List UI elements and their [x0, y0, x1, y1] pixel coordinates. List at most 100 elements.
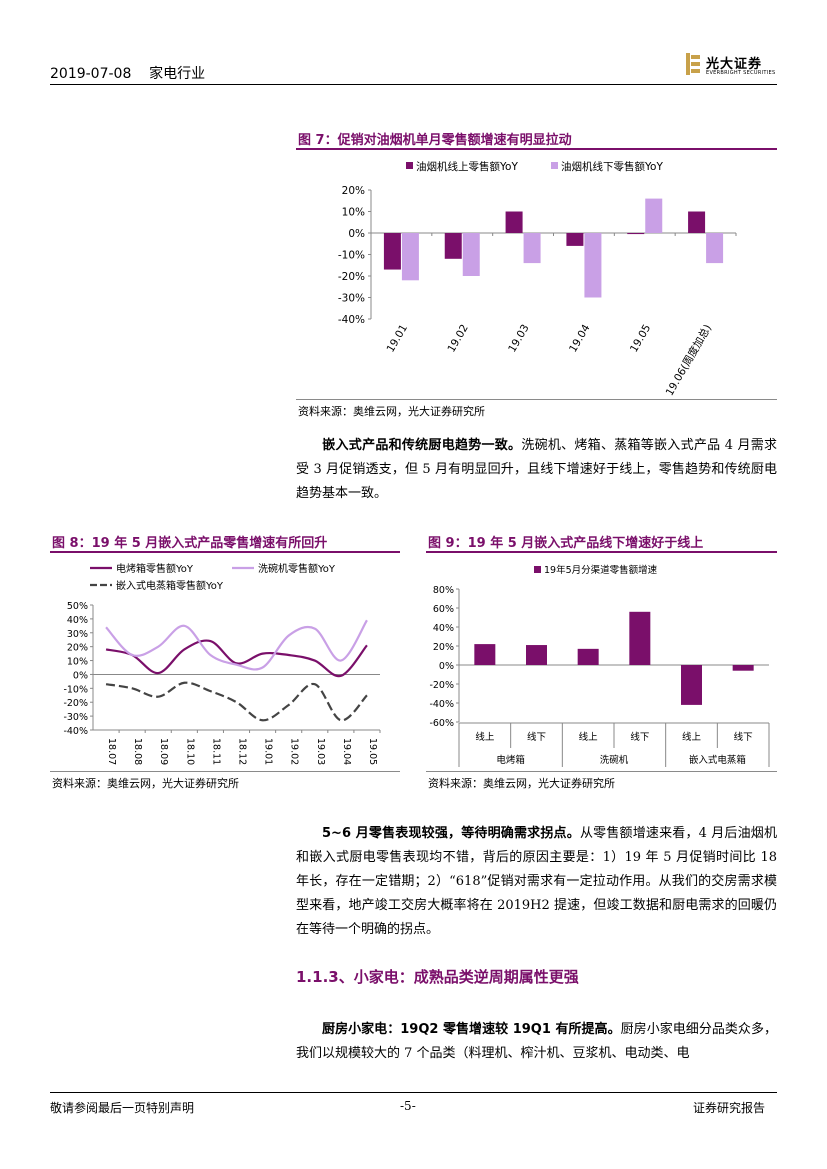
fig8-y-tick-label-6: -10%	[63, 684, 88, 695]
fig7-legend-label-0: 油烟机线上零售额YoY	[416, 160, 518, 173]
fig8-title: 图 8：19 年 5 月嵌入式产品零售增速有所回升	[52, 536, 328, 551]
fig9-y-tick-label-6: -40%	[429, 699, 454, 710]
fig9-bar-1	[526, 645, 547, 665]
fig9-x-tick-label-5: 线下	[734, 731, 753, 743]
fig9-bar-0	[474, 644, 496, 665]
fig9-x-tick-label-2: 线上	[579, 731, 599, 743]
fig7-bar-1-0	[401, 233, 419, 281]
fig9-x-tick-label-4: 线上	[682, 731, 702, 743]
header-divider	[50, 84, 777, 85]
logo-name-en: EVERBRIGHT SECURITIES	[706, 70, 776, 76]
para1-lead: 嵌入式产品和传统厨电趋势一致。	[322, 438, 522, 453]
fig8-title-rule	[50, 551, 400, 553]
footer-page-number: -5-	[400, 1099, 416, 1113]
fig7-x-tick-label-4: 19.05	[628, 323, 653, 355]
fig8-y-tick-label-8: -30%	[63, 712, 88, 723]
para3-body: 厨房小家电细分品类众多，我们以规模较大的 7 个品类（料理机、榨汁机、豆浆机、电…	[296, 1022, 777, 1061]
fig7-bar-1-1	[462, 233, 480, 276]
fig9-x-tick-label-0: 线上	[475, 731, 495, 743]
fig8-x-tick-label-5: 18.12	[237, 738, 248, 765]
fig7-chart: 油烟机线上零售额YoY 油烟机线下零售额YoY 20% 10% 0% -10% -20% -3…	[338, 160, 737, 398]
fig7-bar-1-4	[645, 198, 663, 233]
fig8-x-tick-label-6: 19.01	[263, 738, 274, 765]
fig9-y-tick-label-7: -60%	[429, 718, 454, 729]
footer-report-type: 证券研究报告	[693, 1101, 766, 1115]
fig9-bar-4	[681, 665, 702, 705]
header-date-industry: 2019-07-08 家电行业	[50, 66, 206, 82]
fig7-title-rule	[296, 148, 777, 150]
fig7-legend-swatch-1	[551, 162, 558, 169]
fig8-x-tick-label-10: 19.05	[367, 738, 378, 765]
fig7-y-tick-label-4: -20%	[338, 271, 365, 283]
fig8-y-tick-label-7: -20%	[63, 698, 88, 709]
fig8-bottom-rule	[50, 771, 400, 772]
fig9-bar-3	[629, 611, 651, 665]
fig9-y-tick-label-4: 0%	[439, 661, 454, 672]
fig9-group-label-2: 嵌入式电蒸箱	[689, 754, 746, 766]
fig8-x-tick-label-8: 19.03	[315, 738, 326, 765]
fig8-y-tick-label-2: 30%	[67, 629, 88, 640]
fig8-legend-label-1: 洗碗机零售额YoY	[258, 562, 336, 575]
fig7-legend-swatch-0	[406, 162, 413, 169]
fig9-bottom-rule	[426, 771, 777, 772]
para2-body: 从零售额增速来看，4 月后油烟机和嵌入式厨电零售表现均不错，背后的原因主要是：1…	[296, 826, 778, 937]
fig8-chart: 电烤箱零售额YoY 洗碗机零售额YoY 嵌入式电蒸箱零售额YoY 50% 40% 30% 2…	[63, 562, 381, 765]
fig9-source: 资料来源：奥维云网，光大证券研究所	[428, 777, 615, 790]
fig8-y-tick-label-5: 0%	[73, 670, 88, 681]
fig9-x-tick-label-3: 线下	[630, 731, 649, 743]
fig7-title: 图 7：促销对油烟机单月零售额增速有明显拉动	[298, 133, 572, 148]
fig7-x-tick-label-5: 19.06(周度加总)	[663, 322, 714, 398]
fig7-y-tick-label-2: 0%	[348, 228, 365, 240]
fig8-x-tick-label-1: 18.08	[132, 738, 143, 765]
fig9-x-tick-label-1: 线下	[527, 731, 546, 743]
fig8-source: 资料来源：奥维云网，光大证券研究所	[52, 777, 239, 790]
fig7-bar-0-2	[505, 211, 523, 233]
fig7-y-tick-label-3: -10%	[338, 250, 365, 262]
fig8-y-tick-label-0: 50%	[67, 601, 88, 612]
paragraph-kitchen-appliances: 厨房小家电：19Q2 零售增速较 19Q1 有所提高。厨房小家电细分品类众多，我…	[296, 1018, 777, 1066]
fig8-x-tick-label-3: 18.10	[184, 738, 195, 765]
fig9-group-label-1: 洗碗机	[600, 754, 629, 766]
fig9-bar-2	[577, 648, 599, 665]
fig9-group-label-0: 电烤箱	[496, 754, 525, 766]
fig9-y-tick-label-0: 80%	[433, 585, 454, 596]
para3-lead: 厨房小家电：19Q2 零售增速较 19Q1 有所提高。	[322, 1022, 621, 1037]
fig9-y-tick-label-2: 40%	[433, 623, 454, 634]
fig7-y-tick-label-6: -40%	[338, 314, 365, 326]
fig7-x-tick-label-3: 19.04	[567, 322, 593, 354]
fig9-chart: 19年5月分渠道零售额增速 80% 60% 40% 20% 0% -20% -40% -60% 线…	[429, 564, 770, 767]
fig8-x-tick-label-2: 18.09	[158, 738, 169, 765]
fig7-bar-0-1	[444, 233, 462, 259]
fig8-y-tick-label-1: 40%	[67, 615, 88, 626]
logo-mark-icon	[686, 53, 700, 75]
section-heading: 1.1.3、小家电：成熟品类逆周期属性更强	[296, 968, 579, 986]
fig9-bar-5	[732, 665, 754, 671]
fig8-y-tick-label-3: 20%	[67, 643, 88, 654]
fig7-x-tick-label-0: 19.01	[385, 323, 410, 355]
fig9-y-tick-label-5: -20%	[429, 680, 454, 691]
footer-disclaimer: 敬请参阅最后一页特别声明	[50, 1101, 195, 1115]
fig8-series-line-0	[105, 639, 368, 678]
fig7-y-tick-label-5: -30%	[338, 293, 365, 305]
paragraph-embedded-products: 嵌入式产品和传统厨电趋势一致。洗碗机、烤箱、蒸箱等嵌入式产品 4 月需求受 3 …	[296, 434, 777, 506]
footer-divider	[50, 1092, 777, 1093]
fig9-title-rule	[426, 551, 777, 553]
fig7-bar-0-4	[627, 233, 645, 235]
fig8-x-tick-label-4: 18.11	[210, 738, 221, 765]
fig8-legend-label-0: 电烤箱零售额YoY	[116, 562, 194, 575]
fig9-title: 图 9：19 年 5 月嵌入式产品线下增速好于线上	[428, 536, 704, 551]
fig7-bar-0-0	[383, 233, 401, 270]
fig7-bar-1-3	[584, 233, 602, 298]
fig7-bar-0-3	[566, 233, 584, 246]
fig8-x-tick-label-0: 18.07	[106, 738, 117, 765]
fig7-bottom-rule	[296, 399, 777, 400]
fig7-bar-1-5	[706, 233, 724, 264]
fig8-series-line-1	[105, 619, 368, 671]
para2-lead: 5~6 月零售表现较强，等待明确需求拐点。	[322, 826, 580, 841]
fig7-y-tick-label-0: 20%	[342, 185, 365, 197]
fig8-legend-label-2: 嵌入式电蒸箱零售额YoY	[116, 579, 224, 592]
fig7-source: 资料来源：奥维云网，光大证券研究所	[298, 405, 485, 418]
fig7-x-tick-label-2: 19.03	[506, 323, 531, 355]
para1-body: 洗碗机、烤箱、蒸箱等嵌入式产品 4 月需求受 3 月促销透支，但 5 月有明显回…	[296, 438, 777, 501]
fig8-y-tick-label-4: 10%	[67, 657, 88, 668]
